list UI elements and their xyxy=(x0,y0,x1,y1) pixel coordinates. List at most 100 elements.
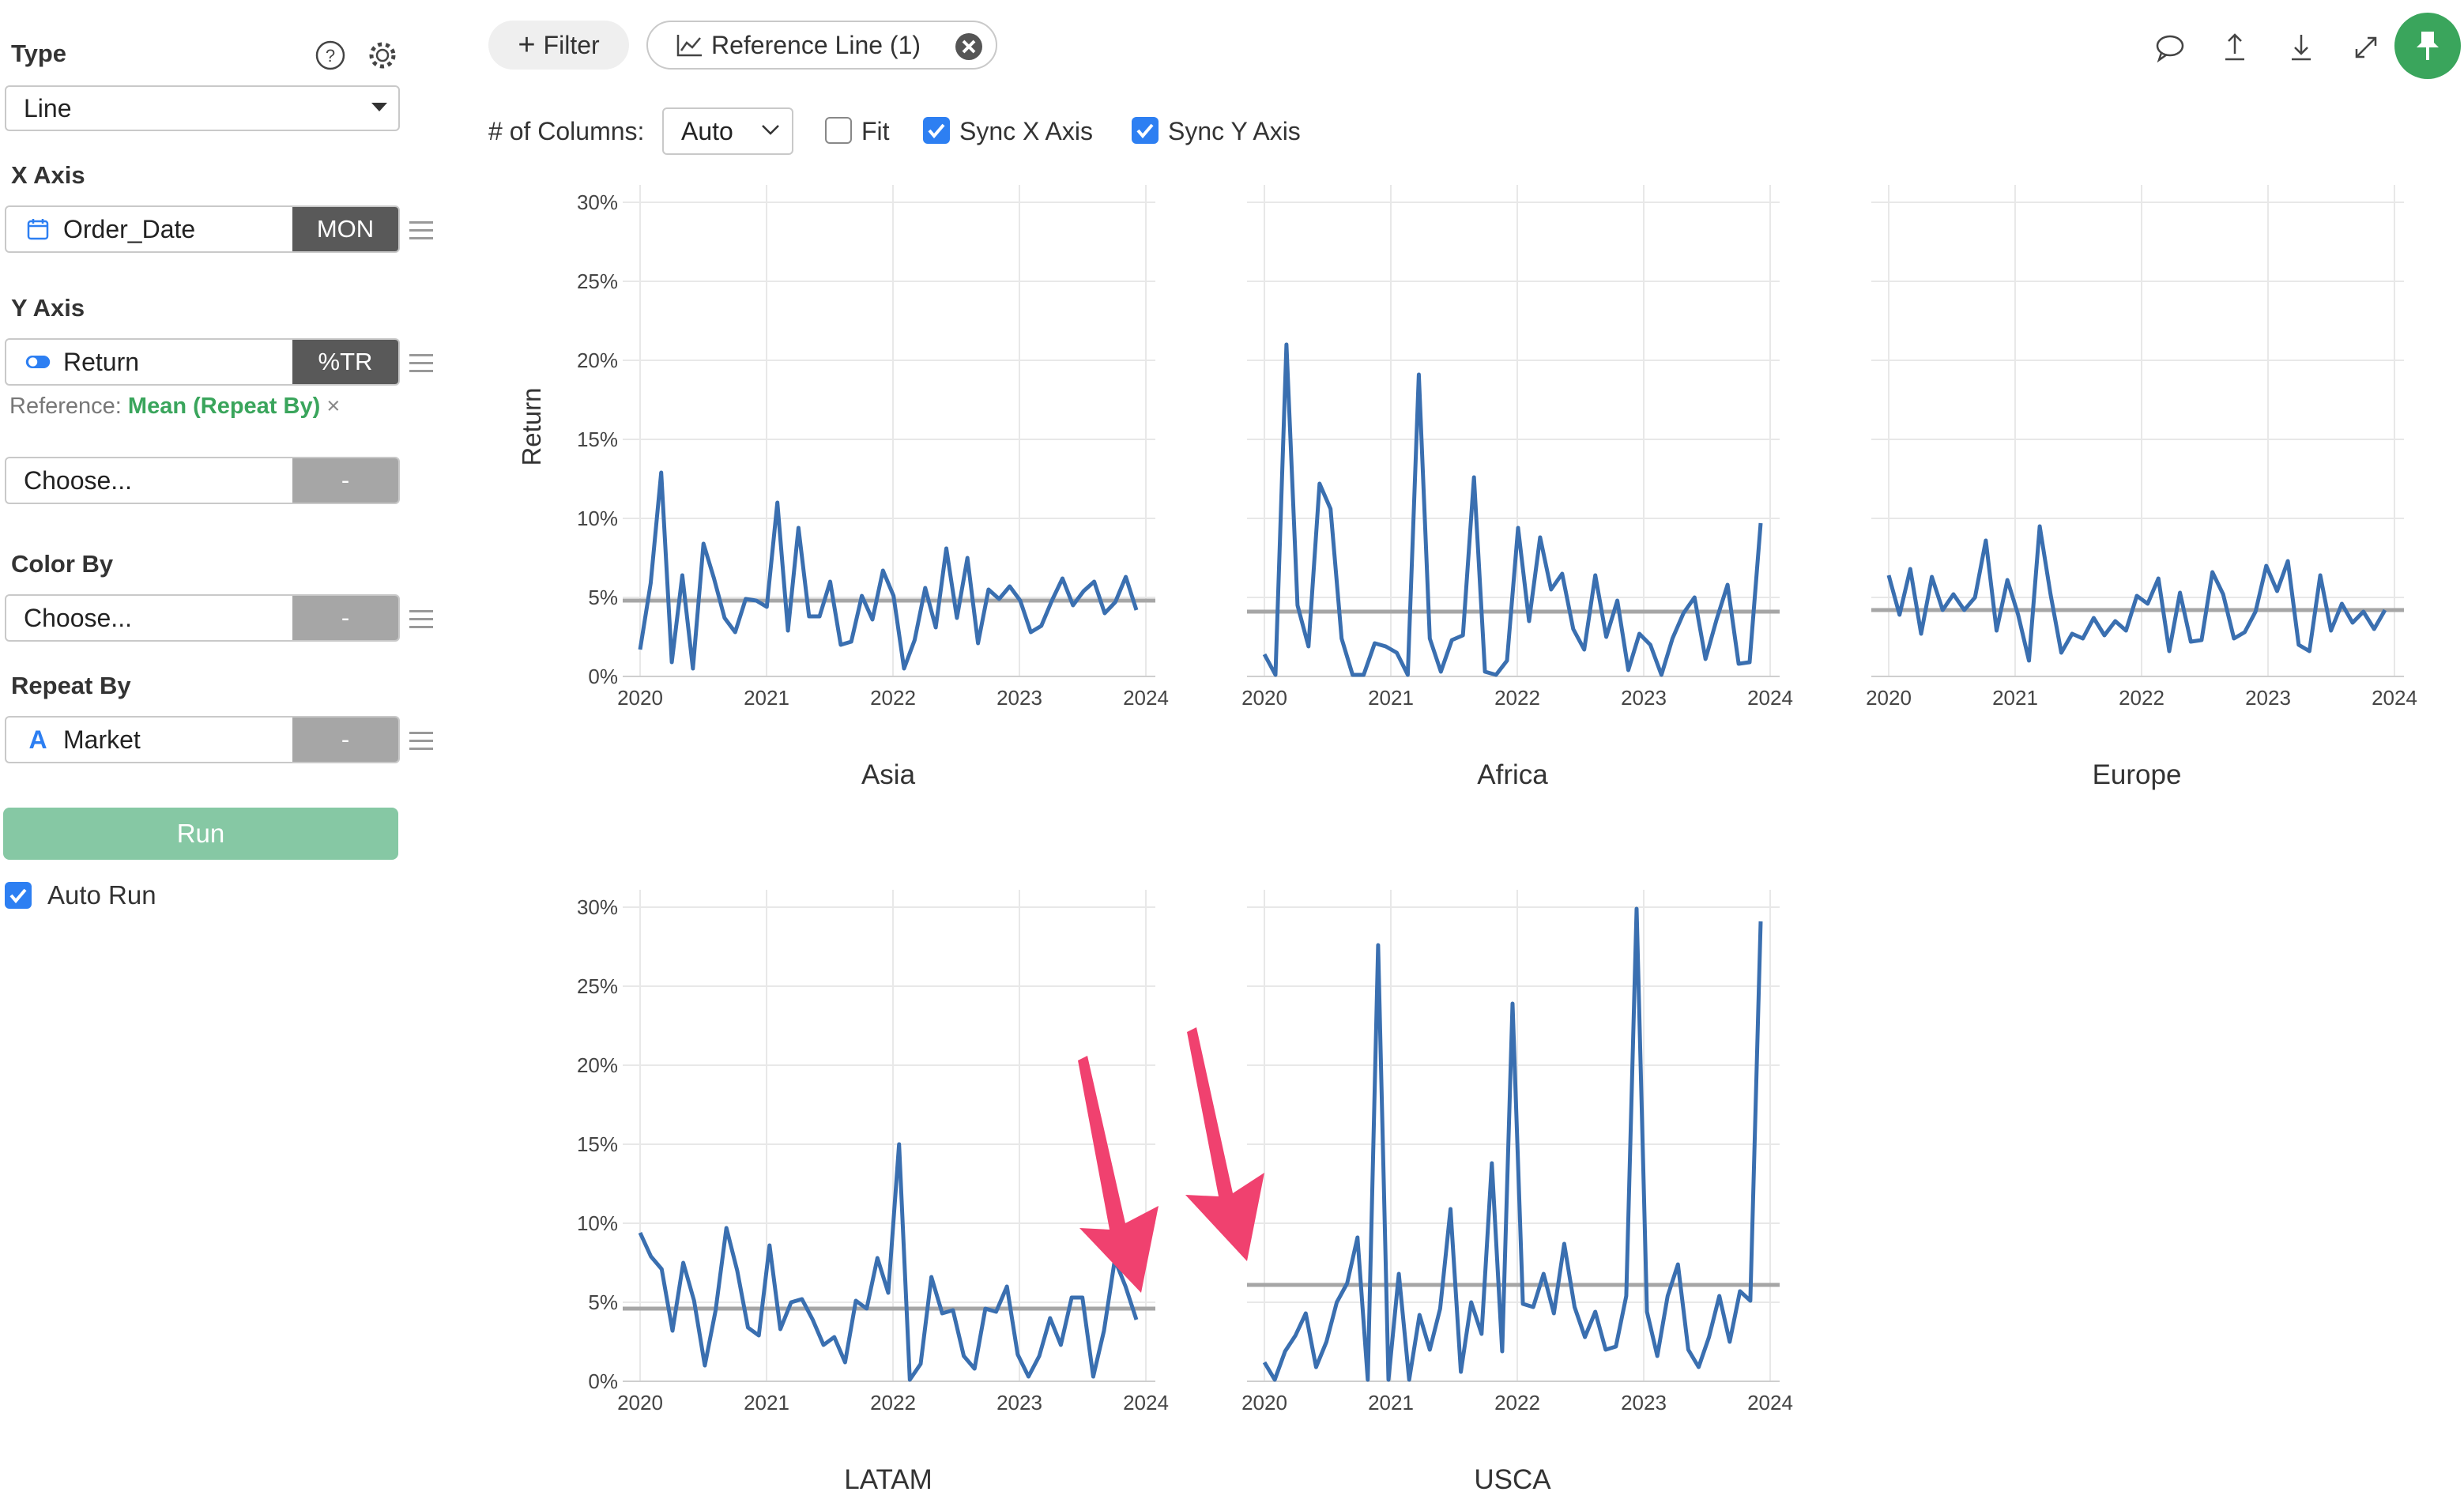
x-axis-field-name: Order_Date xyxy=(63,214,196,243)
y-tick-label: 20% xyxy=(577,1053,618,1077)
chart-panel-asia: 2020 2021 2022 2023 2024 0% 5% 10% 15% 20% 25% 30% A… xyxy=(577,185,1169,790)
checkmark-icon xyxy=(9,888,27,904)
comment-icon[interactable] xyxy=(2151,28,2189,66)
y-tick-label: 20% xyxy=(577,348,618,372)
run-button[interactable]: Run xyxy=(3,808,398,860)
color-by-field[interactable]: Choose... - xyxy=(5,594,400,642)
type-select[interactable]: Line xyxy=(5,85,400,131)
x-tick-label: 2020 xyxy=(617,686,663,710)
x-tick-label: 2020 xyxy=(1241,686,1287,710)
x-tick-label: 2022 xyxy=(870,686,916,710)
y-axis-field-name: Return xyxy=(63,347,140,376)
x-axis-aggregation[interactable]: MON xyxy=(292,207,398,251)
x-tick-label: 2022 xyxy=(1494,686,1540,710)
y-tick-label: 25% xyxy=(577,974,618,998)
panel-title: Africa xyxy=(1477,759,1548,790)
chart-panel-africa: 2020 2021 2022 2023 2024 Africa xyxy=(1241,185,1793,790)
x-axis-field[interactable]: Order_Date MON xyxy=(5,205,400,253)
svg-text:?: ? xyxy=(326,46,335,66)
fit-label: Fit xyxy=(861,117,890,145)
second-y-field[interactable]: Choose... - xyxy=(5,457,400,504)
reference-remove-icon[interactable]: × xyxy=(326,394,341,419)
y-tick-label: 30% xyxy=(577,190,618,214)
calendar-icon xyxy=(25,217,51,242)
series-line xyxy=(1262,342,1763,677)
x-tick-label: 2021 xyxy=(744,686,789,710)
checkmark-icon xyxy=(1136,123,1154,139)
y-axis-aggregation[interactable]: %TR xyxy=(292,340,398,384)
x-tick-label: 2024 xyxy=(1123,1391,1169,1414)
chevron-down-icon xyxy=(760,122,781,141)
toggle-measure-icon xyxy=(25,349,51,375)
filter-button[interactable]: + Filter xyxy=(488,21,629,70)
sync-x-label: Sync X Axis xyxy=(959,117,1093,145)
x-tick-label: 2023 xyxy=(2245,686,2291,710)
sync-y-label: Sync Y Axis xyxy=(1168,117,1301,145)
x-tick-label: 2021 xyxy=(1368,686,1414,710)
y-tick-label: 10% xyxy=(577,507,618,530)
close-circle-icon[interactable] xyxy=(955,32,983,61)
reference-info: Reference: Mean (Repeat By) × xyxy=(9,394,340,420)
x-tick-label: 2021 xyxy=(1992,686,2038,710)
series-line xyxy=(1262,906,1763,1382)
reference-value[interactable]: Mean (Repeat By) xyxy=(127,394,321,419)
auto-run-checkbox[interactable] xyxy=(5,882,32,909)
fit-checkbox[interactable] xyxy=(825,117,852,144)
repeat-by-field-name: Market xyxy=(63,725,141,754)
sync-y-checkbox[interactable] xyxy=(1132,117,1159,144)
upload-icon[interactable] xyxy=(2216,28,2254,66)
download-icon[interactable] xyxy=(2282,28,2320,66)
y-tick-label: 30% xyxy=(577,895,618,919)
sidebar: Type ? Line X Axis Order_Date MON Y Axis… xyxy=(0,0,433,1503)
x-tick-label: 2023 xyxy=(1621,1391,1667,1414)
y-axis-menu-icon[interactable] xyxy=(409,354,433,373)
reference-line-label: Reference Line (1) xyxy=(711,30,921,59)
series-line xyxy=(1886,524,2387,663)
columns-select-value: Auto xyxy=(681,116,733,145)
repeat-by-field[interactable]: A Market - xyxy=(5,716,400,763)
x-tick-label: 2024 xyxy=(1123,686,1169,710)
color-by-placeholder: Choose... xyxy=(24,603,132,632)
y-axis-field[interactable]: Return %TR xyxy=(5,338,400,386)
pin-icon xyxy=(2417,32,2439,60)
x-tick-label: 2024 xyxy=(1747,686,1793,710)
caret-down-icon xyxy=(371,103,387,111)
color-by-aggregation: - xyxy=(292,596,398,640)
type-select-value: Line xyxy=(24,93,72,122)
gear-icon[interactable] xyxy=(367,40,398,71)
panel-title: Asia xyxy=(861,759,916,790)
x-tick-label: 2023 xyxy=(997,1391,1042,1414)
help-icon[interactable]: ? xyxy=(315,40,346,71)
x-tick-label: 2022 xyxy=(870,1391,916,1414)
expand-icon[interactable] xyxy=(2347,28,2385,66)
y-axis-title: Return xyxy=(517,387,546,465)
y-tick-label: 5% xyxy=(588,586,618,609)
line-chart-icon xyxy=(676,33,703,57)
reference-prefix: Reference: xyxy=(9,394,122,419)
y-tick-label: 5% xyxy=(588,1290,618,1314)
pin-button[interactable] xyxy=(2394,13,2461,79)
type-label: Type xyxy=(11,40,67,67)
sync-x-checkbox[interactable] xyxy=(923,117,950,144)
plus-icon: + xyxy=(518,28,536,62)
text-type-icon: A xyxy=(28,725,47,754)
second-y-placeholder: Choose... xyxy=(24,465,132,495)
columns-select[interactable]: Auto xyxy=(662,107,793,155)
y-tick-label: 25% xyxy=(577,269,618,293)
x-tick-label: 2020 xyxy=(617,1391,663,1414)
x-tick-label: 2020 xyxy=(1241,1391,1287,1414)
checkmark-icon xyxy=(928,123,945,139)
y-tick-label: 0% xyxy=(588,665,618,688)
repeat-by-menu-icon[interactable] xyxy=(409,732,433,751)
panel-title: Europe xyxy=(2093,759,2182,790)
color-by-menu-icon[interactable] xyxy=(409,610,433,629)
x-axis-menu-icon[interactable] xyxy=(409,221,433,240)
filter-label: Filter xyxy=(543,30,600,59)
x-tick-label: 2022 xyxy=(1494,1391,1540,1414)
reference-line-chip[interactable]: Reference Line (1) xyxy=(646,21,997,70)
y-axis-label: Y Axis xyxy=(11,294,85,322)
x-tick-label: 2023 xyxy=(1621,686,1667,710)
chart-panel-europe: 2020 2021 2022 2023 2024 Europe xyxy=(1866,185,2417,790)
repeat-by-aggregation: - xyxy=(292,718,398,762)
